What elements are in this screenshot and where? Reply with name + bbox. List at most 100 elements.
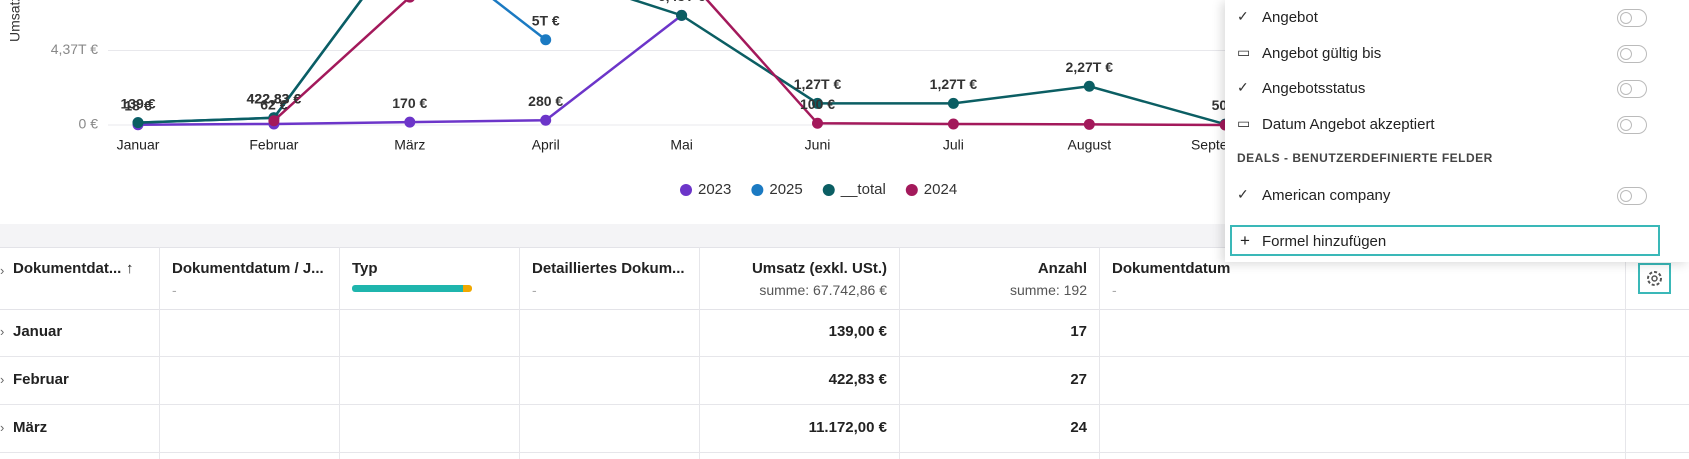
toggle[interactable] bbox=[1617, 187, 1647, 205]
field-label: Angebotsstatus bbox=[1262, 80, 1366, 97]
data-label: 139 € bbox=[120, 95, 155, 111]
y-axis-label: Umsatz bbox=[7, 0, 23, 42]
y-tick-label: 4,37T € bbox=[51, 41, 98, 57]
row-label: Januar bbox=[13, 323, 63, 340]
column-title[interactable]: Dokumentdatum / J... bbox=[172, 260, 324, 277]
legend-marker bbox=[751, 184, 764, 196]
data-label: 422,83 € bbox=[247, 90, 302, 106]
table-row[interactable]: › Januar 139,00 € 17 bbox=[0, 309, 1689, 357]
type-bar bbox=[463, 285, 472, 292]
divider bbox=[519, 247, 520, 459]
y-tick-label: 0 € bbox=[79, 116, 99, 132]
column-title[interactable]: Dokumentdat... bbox=[13, 260, 122, 277]
divider bbox=[159, 247, 160, 459]
x-tick-label: Juni bbox=[805, 137, 831, 153]
expand-icon[interactable]: › bbox=[0, 324, 5, 339]
cell-value: 422,83 € bbox=[828, 371, 887, 388]
column-sub: summe: 192 bbox=[1009, 282, 1087, 298]
data-point bbox=[1083, 118, 1095, 130]
column-title[interactable]: Dokumentdatum bbox=[1112, 260, 1231, 277]
legend-label: __total bbox=[840, 181, 886, 198]
data-label: 5T € bbox=[532, 12, 560, 28]
field-item[interactable]: ▭ Angebot gültig bis bbox=[1225, 36, 1689, 72]
toggle[interactable] bbox=[1617, 45, 1647, 63]
data-label: 62 € bbox=[260, 97, 287, 113]
divider bbox=[1625, 247, 1626, 459]
data-point bbox=[540, 114, 552, 126]
data-label: 6,43T € bbox=[658, 0, 706, 4]
column-title[interactable]: Umsatz (exkl. USt.) bbox=[751, 260, 887, 277]
x-tick-label: April bbox=[532, 137, 560, 153]
cell-value: 24 bbox=[1070, 419, 1087, 436]
add-formula-button[interactable]: + Formel hinzufügen bbox=[1230, 225, 1660, 256]
section-header: DEALS - BENUTZERDEFINIERTE FELDER bbox=[1237, 151, 1493, 165]
x-tick-label: Mai bbox=[670, 137, 693, 153]
legend-label: 2025 bbox=[769, 181, 802, 198]
field-item[interactable]: ✓ American company bbox=[1225, 178, 1689, 214]
expand-icon: › bbox=[0, 263, 5, 278]
legend-label: 2024 bbox=[924, 181, 957, 198]
data-point bbox=[812, 97, 823, 109]
table-row[interactable]: › März 11.172,00 € 24 bbox=[0, 405, 1689, 453]
data-label: 18 € bbox=[124, 97, 151, 113]
field-label: Angebot bbox=[1262, 9, 1318, 26]
plus-icon: + bbox=[1240, 231, 1250, 250]
legend-marker bbox=[680, 184, 692, 196]
x-tick-label: Februar bbox=[249, 137, 298, 153]
field-item[interactable]: ✓ Angebot bbox=[1225, 0, 1689, 36]
column-sub: - bbox=[172, 282, 177, 298]
cell-value: 17 bbox=[1070, 323, 1087, 340]
x-tick-label: Januar bbox=[117, 137, 160, 153]
data-label: 1,27T € bbox=[930, 76, 978, 92]
data-point bbox=[132, 117, 144, 129]
data-point bbox=[405, 0, 415, 3]
series-line bbox=[137, 0, 547, 124]
field-label: American company bbox=[1262, 187, 1391, 204]
data-point bbox=[268, 115, 280, 127]
data-point bbox=[540, 34, 552, 46]
legend-label: 2023 bbox=[698, 181, 731, 198]
gear-icon bbox=[1647, 271, 1662, 286]
data-point bbox=[1083, 80, 1095, 92]
toggle[interactable] bbox=[1617, 9, 1647, 27]
column-title[interactable]: Anzahl bbox=[1037, 260, 1087, 277]
field-item[interactable]: ▭ Datum Angebot akzeptiert bbox=[1225, 107, 1689, 143]
x-tick-label: März bbox=[394, 137, 425, 153]
column-title[interactable]: Detailliertes Dokum... bbox=[532, 260, 685, 277]
data-point bbox=[676, 9, 688, 21]
sort-icon[interactable]: ↑ bbox=[126, 260, 134, 277]
data-point bbox=[812, 117, 823, 129]
column-sub: - bbox=[532, 282, 537, 298]
x-tick-label: Juli bbox=[943, 137, 964, 153]
data-label: 2,27T € bbox=[1066, 59, 1114, 75]
data-label: 422,83 € bbox=[247, 90, 302, 106]
toggle[interactable] bbox=[1617, 116, 1647, 134]
field-label: Angebot gültig bis bbox=[1262, 45, 1382, 62]
toggle[interactable] bbox=[1617, 80, 1647, 98]
cell-value: 11.172,00 € bbox=[808, 419, 887, 436]
expand-icon[interactable]: › bbox=[0, 372, 5, 387]
series-line bbox=[273, 0, 1226, 127]
x-tick-label: August bbox=[1068, 137, 1112, 153]
column-title[interactable]: Typ bbox=[352, 260, 378, 277]
data-label: 170 € bbox=[392, 95, 427, 111]
cell-value: 139,00 € bbox=[828, 323, 887, 340]
divider bbox=[339, 247, 340, 459]
settings-button[interactable] bbox=[1638, 263, 1671, 294]
divider bbox=[699, 247, 700, 459]
row-label: März bbox=[13, 419, 48, 436]
divider bbox=[899, 247, 900, 459]
row-label: Februar bbox=[13, 371, 69, 388]
table-row[interactable]: › Februar 422,83 € 27 bbox=[0, 357, 1689, 405]
column-sub: - bbox=[1112, 282, 1117, 298]
field-label: Datum Angebot akzeptiert bbox=[1262, 116, 1435, 133]
data-point bbox=[947, 97, 959, 109]
type-bar bbox=[352, 285, 463, 292]
expand-icon[interactable]: › bbox=[0, 420, 5, 435]
data-label: 1,27T € bbox=[794, 76, 842, 92]
data-label: 100 € bbox=[800, 96, 835, 112]
field-item[interactable]: ✓ Angebotsstatus bbox=[1225, 71, 1689, 107]
legend-marker bbox=[822, 184, 835, 196]
cell-value: 27 bbox=[1070, 371, 1087, 388]
